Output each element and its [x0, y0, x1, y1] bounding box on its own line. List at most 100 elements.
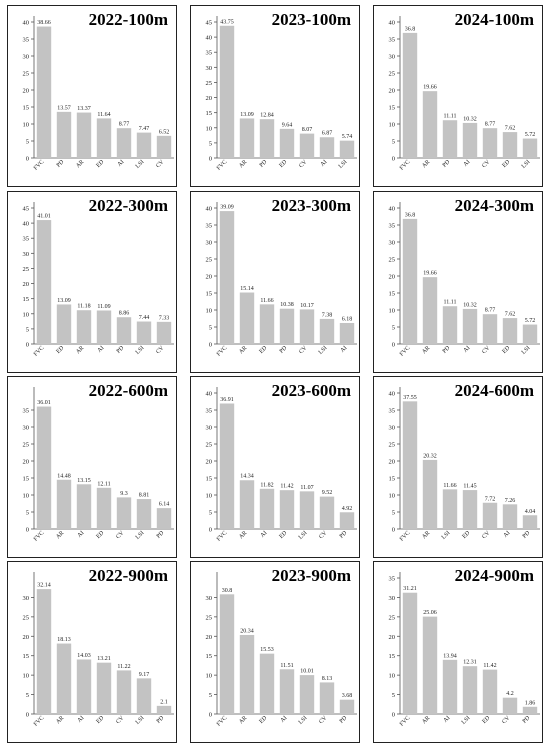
y-tick-label: 10: [206, 673, 213, 680]
data-label: 13.15: [77, 478, 91, 484]
category-label: AR: [55, 530, 65, 540]
chart-panel: 0 5 10 15 20 25 30 35 40 36.8 FVC 19.66 AR 11.11 PD 10.…: [373, 191, 543, 373]
data-label: 19.66: [423, 271, 437, 277]
bar: [156, 705, 172, 714]
bar: [339, 699, 355, 714]
category-label: FVC: [216, 715, 228, 727]
category-label: LSI: [298, 530, 309, 541]
data-label: 10.38: [280, 302, 294, 308]
bar: [136, 678, 152, 714]
bar: [259, 119, 275, 158]
data-label: 7.47: [139, 126, 150, 132]
category-label: AI: [77, 715, 86, 724]
category-label: LSI: [461, 715, 472, 726]
category-label: AI: [260, 530, 269, 539]
data-label: 7.38: [322, 312, 333, 318]
data-label: 8.81: [139, 493, 150, 499]
category-label: FVC: [399, 159, 411, 171]
category-label: AI: [320, 159, 329, 168]
data-label: 10.17: [300, 303, 314, 309]
bar: [482, 669, 498, 714]
y-tick-label: 35: [389, 408, 396, 415]
bar: [339, 140, 355, 158]
y-tick-label: 15: [206, 110, 213, 117]
bar: [96, 662, 112, 714]
category-label: CV: [481, 345, 492, 356]
bar: [339, 512, 355, 529]
bar: [219, 25, 235, 159]
bar: [319, 137, 335, 158]
bar: [76, 659, 92, 714]
y-tick-label: 10: [206, 308, 213, 315]
category-label: AR: [238, 159, 248, 169]
y-tick-label: 20: [206, 95, 213, 102]
data-label: 11.11: [443, 300, 456, 306]
data-label: 5.72: [525, 318, 536, 324]
category-label: PD: [56, 159, 66, 169]
bar: [402, 32, 418, 158]
y-tick-label: 10: [389, 493, 396, 500]
data-label: 32.14: [37, 583, 51, 589]
category-label: AI: [117, 159, 126, 168]
y-tick-label: 40: [389, 20, 396, 27]
category-label: CV: [155, 159, 166, 170]
category-label: ED: [96, 715, 106, 725]
y-tick-label: 0: [209, 156, 212, 163]
data-label: 43.75: [220, 19, 234, 25]
category-label: CV: [501, 715, 512, 726]
bar: [522, 138, 538, 158]
y-tick-label: 5: [26, 326, 29, 333]
bar: [219, 211, 235, 344]
category-label: AI: [463, 159, 472, 168]
y-tick-label: 5: [392, 510, 395, 517]
chart-title: 2024-900m: [454, 566, 534, 585]
y-tick-label: 10: [23, 311, 30, 318]
y-tick-label: 30: [389, 595, 396, 602]
bar: [156, 135, 172, 158]
data-label: 20.32: [423, 453, 437, 459]
chart-title: 2022-100m: [88, 10, 168, 29]
data-label: 36.01: [37, 400, 51, 406]
bar: [116, 497, 132, 529]
category-label: AR: [238, 345, 248, 355]
data-label: 8.77: [485, 308, 496, 314]
data-label: 36.8: [405, 212, 416, 218]
y-tick-label: 30: [206, 65, 213, 72]
category-label: LSI: [521, 159, 532, 170]
bar: [299, 309, 315, 344]
y-tick-label: 0: [209, 342, 212, 349]
bar: [522, 515, 538, 529]
bar: [339, 322, 355, 344]
y-tick-label: 25: [206, 442, 213, 449]
category-label: AI: [463, 345, 472, 354]
bar: [156, 321, 172, 344]
bar: [96, 487, 112, 529]
y-tick-label: 40: [206, 35, 213, 42]
data-label: 36.91: [220, 397, 234, 403]
data-label: 12.31: [463, 660, 477, 666]
y-tick-label: 0: [392, 527, 395, 534]
data-label: 7.44: [139, 315, 150, 321]
bar-chart: 0 5 10 15 20 25 30 35 40 37.55 FVC 20.32 AR 11.66 LSI 1…: [389, 387, 540, 543]
bar-chart: 0 5 10 15 20 25 30 35 40 36.8 FVC 19.66 AR 11.11 PD 10.…: [389, 16, 540, 172]
bar: [219, 403, 235, 529]
data-label: 9.64: [282, 122, 293, 128]
category-label: FVC: [216, 530, 228, 542]
category-label: PD: [522, 715, 532, 725]
chart-title: 2024-600m: [454, 381, 534, 400]
y-tick-label: 5: [392, 325, 395, 332]
data-label: 8.13: [322, 676, 333, 682]
data-label: 4.04: [525, 509, 536, 515]
y-tick-label: 0: [209, 527, 212, 534]
data-label: 11.18: [77, 304, 90, 310]
category-label: AR: [75, 345, 85, 355]
bar-chart: 0 5 10 15 20 25 30 35 40 36.91 FVC 14.34 AR 11.82 AI 11…: [206, 387, 357, 543]
bar: [36, 26, 52, 158]
category-label: ED: [462, 530, 472, 540]
category-label: FVC: [399, 530, 411, 542]
data-label: 37.55: [403, 395, 417, 401]
bar: [502, 504, 518, 529]
chart-title: 2023-100m: [271, 10, 351, 29]
y-tick-label: 10: [23, 493, 30, 500]
